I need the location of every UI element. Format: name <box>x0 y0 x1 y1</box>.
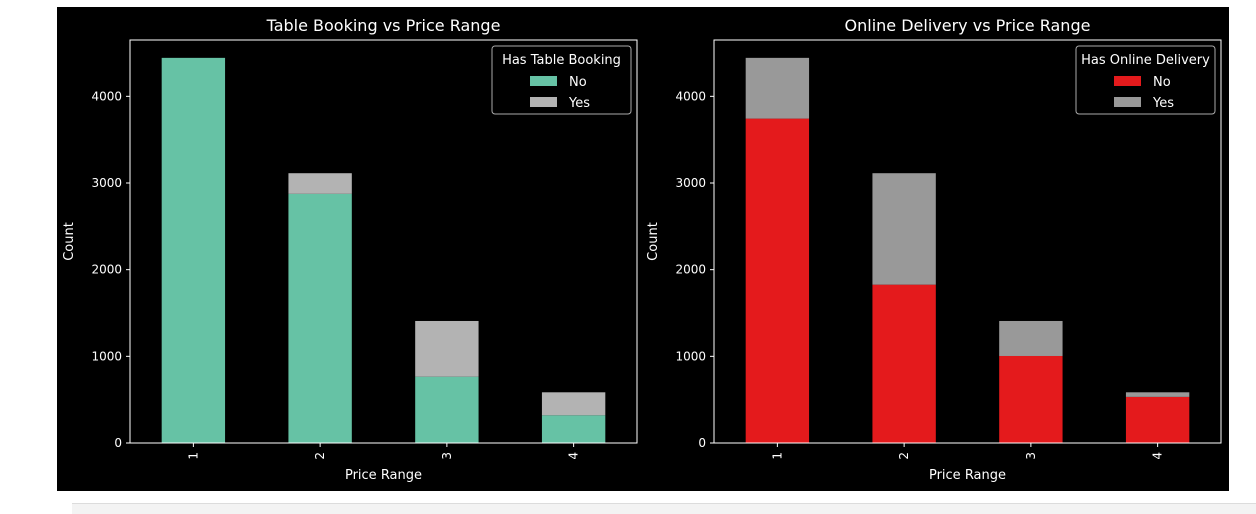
table-booking-ytick-label-0: 0 <box>114 436 122 450</box>
table-booking-bar-no-1 <box>161 57 226 443</box>
table-booking-legend-box <box>491 45 632 115</box>
table-booking-ytick-label-2000: 2000 <box>91 263 122 277</box>
online-delivery-xaxis-label: Price Range <box>929 468 1006 483</box>
online-delivery-ytick-label-0: 0 <box>698 436 706 450</box>
online-delivery-xtick-label-4: 4 <box>1151 452 1165 460</box>
online-delivery-bar-yes-1 <box>745 57 810 119</box>
table-booking-chart-title: Table Booking vs Price Range <box>266 16 501 35</box>
table-booking-xtick-label-3: 3 <box>440 452 454 460</box>
online-delivery-ytick-label-3000: 3000 <box>675 176 706 190</box>
table-booking-bar-yes-2 <box>288 173 352 194</box>
table-booking-ytick-label-4000: 4000 <box>91 89 122 103</box>
online-delivery-bar-yes-3 <box>999 320 1063 356</box>
online-delivery-ytick-label-4000: 4000 <box>675 89 706 103</box>
table-booking-ytick-label-3000: 3000 <box>91 176 122 190</box>
table-booking-ytick-label-1000: 1000 <box>91 349 122 363</box>
table-booking-legend-swatch-yes <box>530 97 557 107</box>
online-delivery-legend-label-no: No <box>1153 75 1171 90</box>
online-delivery-xtick-label-2: 2 <box>897 452 911 460</box>
online-delivery-bar-yes-2 <box>872 173 936 285</box>
online-delivery-bar-no-2 <box>872 284 936 443</box>
table-booking-xtick-label-2: 2 <box>313 452 327 460</box>
table-booking-xaxis-label: Price Range <box>345 468 422 483</box>
table-booking-legend-label-no: No <box>569 75 587 90</box>
next-cell-strip <box>72 503 1256 514</box>
table-booking-legend-title: Has Table Booking <box>502 53 621 68</box>
online-delivery-xtick-label-1: 1 <box>770 452 784 460</box>
table-booking-xtick-label-4: 4 <box>567 452 581 460</box>
online-delivery-chart-title: Online Delivery vs Price Range <box>845 16 1091 35</box>
online-delivery-bar-no-1 <box>745 118 810 444</box>
table-booking-yaxis-label: Count <box>62 222 77 261</box>
table-booking-xtick-label-1: 1 <box>186 452 200 460</box>
online-delivery-legend-label-yes: Yes <box>1152 96 1174 111</box>
table-booking-legend-label-yes: Yes <box>568 96 590 111</box>
online-delivery-axes-frame <box>713 39 1222 444</box>
online-delivery-bar-no-3 <box>999 355 1063 443</box>
online-delivery-bar-yes-4 <box>1125 392 1190 397</box>
online-delivery-legend-box <box>1075 45 1216 115</box>
online-delivery-legend-title: Has Online Delivery <box>1081 53 1210 68</box>
table-booking-bar-no-4 <box>541 415 606 443</box>
online-delivery-bar-no-4 <box>1125 396 1190 443</box>
charts-svg: Table Booking vs Price Range 0 1000 2000 300… <box>62 16 1222 483</box>
table-booking-bar-yes-4 <box>541 392 606 416</box>
table-booking-bar-yes-3 <box>415 320 479 377</box>
figure: Table Booking vs Price Range 0 1000 2000 300… <box>57 7 1229 491</box>
online-delivery-yaxis-label: Count <box>646 222 661 261</box>
online-delivery-xtick-label-3: 3 <box>1024 452 1038 460</box>
online-delivery-legend-swatch-no <box>1114 76 1141 86</box>
table-booking-axes-frame <box>129 39 638 444</box>
table-booking-bar-no-2 <box>288 193 352 443</box>
table-booking-bar-no-3 <box>415 376 479 443</box>
online-delivery-legend-swatch-yes <box>1114 97 1141 107</box>
online-delivery-ytick-label-2000: 2000 <box>675 263 706 277</box>
table-booking-legend-swatch-no <box>530 76 557 86</box>
online-delivery-ytick-label-1000: 1000 <box>675 349 706 363</box>
